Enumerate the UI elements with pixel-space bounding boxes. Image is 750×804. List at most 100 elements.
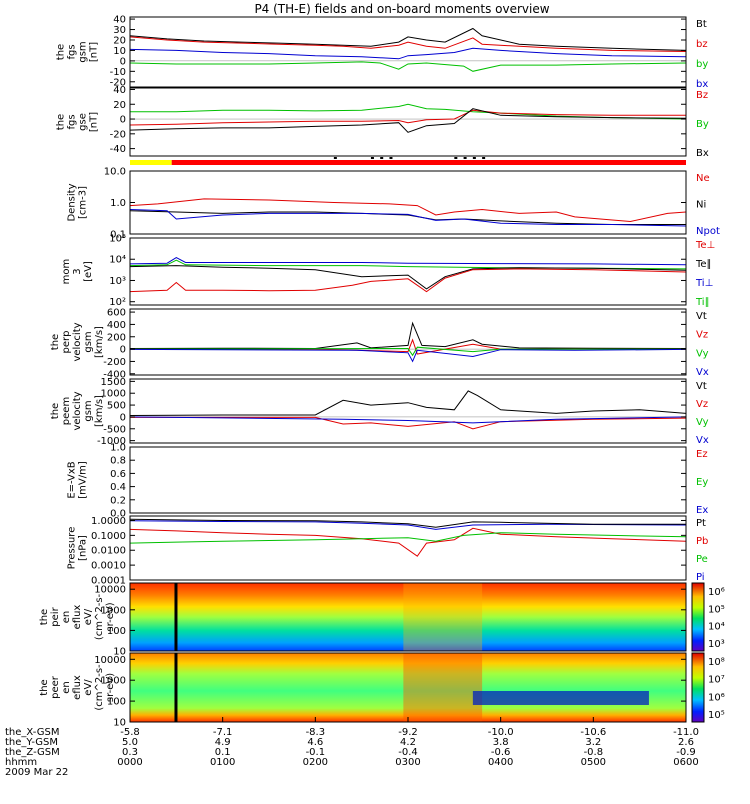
ephemeris-value: -0.6 xyxy=(491,747,511,758)
mode-bar-slow-survey xyxy=(130,160,172,165)
ephemeris-value: 0.3 xyxy=(122,747,138,758)
mode-bar xyxy=(130,157,686,165)
ylabel-line: sr-eV) xyxy=(105,673,116,702)
ephemeris-value: 4.2 xyxy=(400,737,416,748)
burst-marker xyxy=(380,157,384,159)
panel-ion-spectrogram: 10⁶ 10⁵ 10⁴ 10³ 10000 1000 100 10 the peir en eflux… xyxy=(39,582,725,658)
ytick-label: 1000 xyxy=(101,389,126,400)
electron-spectrogram-activity-band xyxy=(403,653,483,722)
ephemeris-value: -0.1 xyxy=(306,747,326,758)
ytick-label: 0.1 xyxy=(110,230,126,241)
ylabel-line: peem xyxy=(61,397,72,425)
burst-marker xyxy=(333,157,337,159)
plot-date: 2009 Mar 22 xyxy=(5,767,68,778)
ylabel-line: velocity xyxy=(72,322,83,361)
series-temperature-Te⊥ xyxy=(129,268,687,293)
legend-label-pressure: Pb xyxy=(696,536,708,547)
colorbar-tick-label: 10⁸ xyxy=(708,657,725,668)
legend-label-temperature: Ti⊥ xyxy=(695,278,713,289)
burst-marker xyxy=(472,157,476,159)
ephemeris-value: 0500 xyxy=(581,757,606,768)
legend-label-fgs-gsm: bz xyxy=(696,39,708,50)
series-pressure-Pe xyxy=(129,532,687,544)
colorbar-tick-label: 10⁵ xyxy=(708,710,725,721)
ylabel-line: peer xyxy=(50,675,61,699)
series-perp-velocity-Vy xyxy=(129,346,686,357)
ylabel-line: eV/ xyxy=(83,608,94,625)
burst-marker xyxy=(370,157,374,159)
ephemeris-value: -9.2 xyxy=(398,727,418,738)
density-background xyxy=(130,171,686,234)
panel-fgs-gse: Bz By Bx 40 20 0 -20 -40 the fgs gse [nT] xyxy=(56,85,709,159)
series-perp-velocity-Vt xyxy=(129,321,687,350)
legend-label-perp-velocity: Vz xyxy=(696,330,708,341)
series-eesa-velocity-Vt xyxy=(129,390,687,416)
series-fgs-gsm-bz xyxy=(129,36,687,52)
ytick-label: 1.0 xyxy=(110,198,126,209)
ytick-label: 30 xyxy=(113,25,126,36)
ephemeris-row-label: the_Y-GSM xyxy=(5,737,58,748)
ytick-label: 40 xyxy=(113,85,126,96)
ephemeris-value: 4.6 xyxy=(307,737,323,748)
burst-marker xyxy=(482,157,486,159)
legend-label-efield: Ey xyxy=(696,477,708,488)
eesa-velocity-frame xyxy=(129,378,687,444)
ylabel-line: (cm^2-s- xyxy=(94,664,105,711)
ephemeris-value: 0000 xyxy=(117,757,142,768)
ylabel-line: en xyxy=(61,681,72,694)
fgs-gse-frame xyxy=(129,87,687,157)
ylabel-line: [nT] xyxy=(89,42,100,62)
legend-label-efield: Ez xyxy=(696,449,708,460)
ephemeris-value: 3.8 xyxy=(493,737,509,748)
colorbar-tick-label: 10⁴ xyxy=(708,622,725,633)
plot-title: P4 (TH-E) fields and on-board moments ov… xyxy=(254,2,549,16)
panel-efield: Ez Ey Ex 1.0 0.8 0.6 0.4 0.2 0.0 E=-VxB [mV/m] xyxy=(67,443,709,520)
ylabel-line: (cm^2-s- xyxy=(94,593,105,640)
ephemeris-value: -8.3 xyxy=(306,727,326,738)
legend-label-temperature: Te⊥ xyxy=(695,240,715,251)
ytick-label: -400 xyxy=(103,369,126,380)
burst-marker xyxy=(389,157,393,159)
ytick-label: 0.6 xyxy=(110,469,126,480)
ylabel-line: Density xyxy=(67,183,78,221)
series-fgs-gse-By xyxy=(130,103,687,120)
ephemeris-value: -11.0 xyxy=(673,727,699,738)
colorbar-tick-label: 10³ xyxy=(708,639,725,650)
ephemeris-value: 0300 xyxy=(395,757,420,768)
ephemeris-value: -10.6 xyxy=(580,727,606,738)
series-eesa-velocity-Vz xyxy=(130,416,687,430)
ytick-label: 10 xyxy=(113,46,126,57)
series-pressure-Pi xyxy=(129,520,687,530)
ylabel-line: [eV] xyxy=(83,261,94,282)
ylabel-line: [nPa] xyxy=(78,535,89,561)
colorbar-tick-label: 10⁵ xyxy=(708,604,725,615)
fgs-gsm-frame xyxy=(129,16,687,88)
ytick-label: 0.4 xyxy=(110,482,126,493)
ytick-label: 1500 xyxy=(101,377,126,388)
ytick-label: 0.0 xyxy=(110,509,126,520)
panel-temperature: Te⊥ Te∥ Ti⊥ Ti∥ 10⁵ 10⁴ 10³ 10² mom 3 [eV] xyxy=(61,234,715,309)
ytick-label: 10.0 xyxy=(104,167,126,178)
ylabel-line: fgs xyxy=(67,44,78,59)
ytick-label: 1.0 xyxy=(110,443,126,454)
series-perp-velocity-Vx xyxy=(129,348,687,363)
mode-bar-fast-survey xyxy=(171,160,686,165)
ytick-label: 0.8 xyxy=(110,456,126,467)
colorbar-tick-label: 10⁶ xyxy=(708,587,725,598)
series-fgs-gsm-Bt xyxy=(129,27,687,51)
colorbar-tick-label: 10⁶ xyxy=(708,692,725,703)
ylabel-line: en xyxy=(61,611,72,624)
ytick-label: 1000 xyxy=(101,676,126,687)
ylabel-line: [km/s] xyxy=(94,395,105,427)
series-fgs-gsm-by xyxy=(129,61,687,72)
ylabel-line: mom xyxy=(61,259,72,285)
legend-label-fgs-gsm: Bt xyxy=(696,19,707,30)
ylabel-line: [cm-3] xyxy=(78,186,89,219)
electron-spectrogram-image xyxy=(130,653,686,722)
series-perp-velocity-Vz xyxy=(130,338,686,355)
legend-label-pressure: Pi xyxy=(696,572,705,583)
efield-frame xyxy=(129,446,687,514)
ytick-label: -200 xyxy=(103,357,126,368)
ylabel-line: eflux xyxy=(72,675,83,700)
